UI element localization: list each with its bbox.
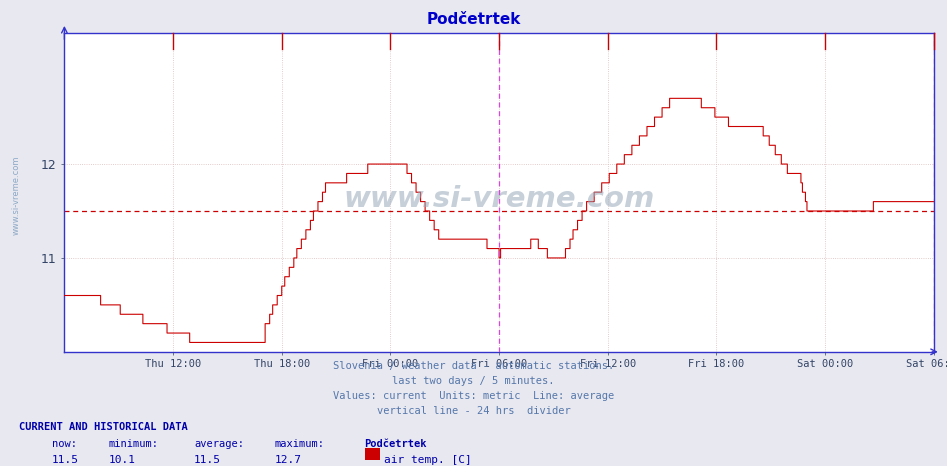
Text: average:: average: (194, 439, 244, 448)
Text: now:: now: (52, 439, 77, 448)
Text: maximum:: maximum: (275, 439, 325, 448)
Text: vertical line - 24 hrs  divider: vertical line - 24 hrs divider (377, 406, 570, 416)
Text: last two days / 5 minutes.: last two days / 5 minutes. (392, 376, 555, 386)
Text: 12.7: 12.7 (275, 455, 302, 465)
Text: 11.5: 11.5 (194, 455, 222, 465)
Text: minimum:: minimum: (109, 439, 159, 448)
Text: Podčetrtek: Podčetrtek (426, 12, 521, 27)
Text: Podčetrtek: Podčetrtek (365, 439, 427, 448)
Text: Values: current  Units: metric  Line: average: Values: current Units: metric Line: aver… (333, 391, 614, 401)
Text: CURRENT AND HISTORICAL DATA: CURRENT AND HISTORICAL DATA (19, 422, 188, 432)
Text: www.si-vreme.com: www.si-vreme.com (344, 185, 654, 212)
Text: air temp. [C]: air temp. [C] (384, 455, 472, 465)
Text: 11.5: 11.5 (52, 455, 80, 465)
Text: Slovenia / weather data - automatic stations.: Slovenia / weather data - automatic stat… (333, 361, 614, 371)
Text: www.si-vreme.com: www.si-vreme.com (11, 156, 21, 235)
Text: 10.1: 10.1 (109, 455, 136, 465)
